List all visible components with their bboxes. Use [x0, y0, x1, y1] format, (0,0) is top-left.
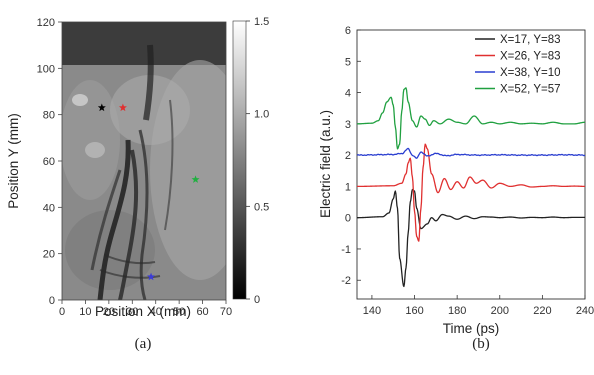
image-y-tick-label: 100	[37, 63, 55, 75]
plot-x-tick-label: 220	[533, 305, 551, 317]
plot-y-tick-label: 6	[345, 25, 351, 37]
plot-series	[357, 87, 585, 288]
image-y-tick-label: 80	[43, 110, 55, 122]
legend: X=17, Y=83 X=26, Y=83 X=38, Y=10 X=52, Y=57	[475, 34, 561, 96]
series-line	[357, 147, 585, 159]
legend-entry: X=52, Y=57	[500, 84, 561, 96]
plot-y-tick-label: 4	[345, 88, 351, 100]
star-marker	[147, 272, 156, 281]
plot-y-tick-label: -1	[341, 244, 351, 256]
plot-frame	[356, 29, 586, 300]
plot-y-tick-label: 3	[345, 119, 351, 131]
image-x-axis-label: Position X (mm)	[95, 304, 191, 319]
image-y-tick-label: 120	[37, 17, 55, 29]
plot-y-tick-label: 5	[345, 56, 351, 68]
image-x-tick-label: 70	[220, 306, 232, 318]
image-axes: 0 10 20 30 40 50 60 70 0 20 40 60 80 100 120	[37, 17, 232, 318]
legend-entry: X=26, Y=83	[500, 51, 561, 63]
colorbar-tick-label: 0	[254, 294, 260, 306]
panel-label-b: (b)	[472, 336, 490, 352]
series-line	[357, 143, 585, 242]
image-x-tick-label: 40	[150, 306, 162, 318]
plot-axes: 140 160 180 200 220 240 -2 -1 0 1 2 3 4 5 6	[341, 25, 594, 317]
image-y-tick-label: 40	[43, 202, 55, 214]
image-markers	[97, 103, 200, 281]
colorbar: 0 0.5 1.0 1.5	[232, 16, 269, 306]
series-line	[357, 188, 585, 288]
legend-entry: X=17, Y=83	[500, 34, 561, 46]
star-marker	[191, 175, 200, 183]
star-marker	[97, 103, 106, 112]
panel-label-a: (a)	[135, 336, 152, 352]
plot-x-tick-label: 160	[405, 305, 423, 317]
image-y-tick-label: 0	[49, 295, 55, 307]
colorbar-gradient	[232, 20, 247, 300]
image-x-tick-label: 60	[196, 306, 208, 318]
image-x-tick-label: 10	[79, 306, 91, 318]
star-marker	[118, 103, 127, 112]
plot-y-tick-label: -2	[341, 275, 351, 287]
image-x-tick-label: 20	[103, 306, 115, 318]
plot-x-tick-label: 240	[576, 305, 594, 317]
image-y-tick-label: 60	[43, 156, 55, 168]
image-x-tick-label: 50	[173, 306, 185, 318]
image-panel: 0 10 20 30 40 50 60 70 0 20 40 60 80 100 120 Position …	[6, 17, 232, 352]
image-y-tick-label: 20	[43, 249, 55, 261]
colorbar-tick-label: 1.0	[254, 109, 269, 121]
plot-y-axis-label: Electric field (a.u.)	[318, 110, 333, 218]
plot-x-tick-label: 140	[363, 305, 381, 317]
colorbar-tick-label: 0.5	[254, 201, 269, 213]
image-y-axis-label: Position Y (mm)	[6, 113, 21, 209]
colorbar-ticks: 0 0.5 1.0 1.5	[246, 16, 269, 306]
image-x-tick-label: 0	[59, 306, 65, 318]
grayscale-image	[62, 22, 226, 300]
plot-y-tick-label: 1	[345, 181, 351, 193]
plot-y-tick-label: 2	[345, 150, 351, 162]
waveform-panel: 140 160 180 200 220 240 -2 -1 0 1 2 3 4 5 6 X=17, Y=83…	[318, 25, 594, 352]
plot-x-tick-label: 180	[448, 305, 466, 317]
series-line	[357, 87, 585, 150]
plot-y-tick-label: 0	[345, 213, 351, 225]
legend-entry: X=38, Y=10	[500, 67, 561, 79]
plot-x-axis-label: Time (ps)	[443, 321, 500, 336]
colorbar-tick-label: 1.5	[254, 16, 269, 28]
plot-x-tick-label: 200	[491, 305, 509, 317]
image-x-tick-label: 30	[126, 306, 138, 318]
